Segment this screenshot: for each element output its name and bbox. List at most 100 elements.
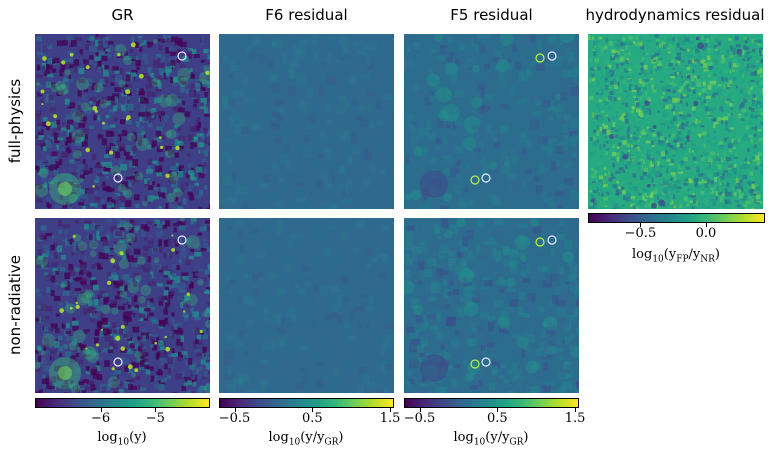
heatmap-cell bbox=[53, 252, 58, 259]
heatmap-blob bbox=[695, 36, 700, 41]
heatmap-cell bbox=[147, 300, 151, 308]
heatmap-blob bbox=[410, 189, 422, 201]
heatmap-cell bbox=[673, 183, 678, 188]
heatmap-cell bbox=[139, 364, 146, 370]
heatmap-cell bbox=[66, 119, 74, 125]
heatmap-cell bbox=[603, 139, 608, 143]
heatmap-cell bbox=[722, 173, 726, 177]
heatmap-cell bbox=[367, 91, 375, 97]
heatmap-cell bbox=[119, 68, 124, 75]
heatmap-cell bbox=[107, 271, 112, 278]
heatmap-cell bbox=[37, 347, 42, 352]
heatmap-cell bbox=[75, 155, 81, 162]
heatmap-cell bbox=[726, 182, 730, 187]
heatmap-cell bbox=[170, 318, 175, 324]
heatmap-cell bbox=[308, 366, 313, 374]
heatmap-cell bbox=[479, 253, 489, 262]
heatmap-cell bbox=[750, 85, 753, 91]
heatmap-cell bbox=[598, 179, 602, 184]
heatmap-cell bbox=[294, 234, 304, 244]
panel-hydro-full-physics bbox=[588, 34, 763, 209]
heatmap-cell bbox=[36, 166, 40, 173]
heatmap-cell bbox=[200, 59, 206, 64]
heatmap-cell bbox=[45, 276, 50, 280]
heatmap-cell bbox=[323, 244, 334, 252]
heatmap-cell bbox=[502, 245, 509, 253]
heatmap-cell bbox=[105, 130, 113, 137]
heatmap-cell bbox=[82, 205, 87, 209]
heatmap-cell bbox=[521, 148, 527, 156]
heatmap-cell bbox=[540, 172, 549, 182]
heatmap-cell bbox=[246, 45, 252, 53]
heatmap-cell bbox=[185, 73, 191, 79]
heatmap-cell bbox=[369, 194, 377, 200]
heatmap-cell bbox=[176, 327, 184, 335]
heatmap-cell bbox=[314, 227, 322, 235]
heatmap-cell bbox=[127, 330, 134, 338]
heatmap-cell bbox=[566, 41, 571, 49]
heatmap-cell bbox=[166, 37, 172, 43]
heatmap-cell bbox=[754, 188, 758, 192]
heatmap-cell bbox=[659, 142, 663, 147]
heatmap-cell bbox=[604, 201, 610, 204]
heatmap-cell bbox=[745, 206, 751, 209]
heatmap-cell bbox=[614, 59, 617, 63]
heatmap-cell bbox=[620, 62, 625, 66]
heatmap-cell bbox=[377, 116, 383, 123]
heatmap-cell bbox=[165, 203, 169, 209]
heatmap-cell bbox=[184, 111, 191, 117]
heatmap-cell bbox=[618, 136, 624, 140]
heatmap-blob bbox=[75, 77, 90, 91]
heatmap-cell bbox=[43, 261, 50, 268]
heatmap-cell bbox=[236, 54, 244, 64]
heatmap-cell bbox=[237, 228, 243, 238]
heatmap-cell bbox=[383, 388, 389, 393]
heatmap-cell bbox=[448, 152, 457, 163]
heatmap-image bbox=[219, 34, 394, 209]
heatmap-cell bbox=[295, 197, 302, 207]
heatmap-cell bbox=[98, 343, 104, 350]
heatmap-cell bbox=[145, 369, 151, 375]
heatmap-cell bbox=[336, 199, 344, 205]
heatmap-cell bbox=[164, 270, 171, 276]
heatmap-cell bbox=[732, 176, 738, 179]
heatmap-cell bbox=[107, 126, 111, 130]
heatmap-cell bbox=[384, 323, 394, 330]
heatmap-cell bbox=[63, 344, 68, 350]
heatmap-cell bbox=[655, 129, 660, 133]
heatmap-cell bbox=[645, 52, 649, 56]
heatmap-cell bbox=[382, 278, 392, 284]
heatmap-cell bbox=[146, 81, 153, 89]
heatmap-cell bbox=[119, 274, 125, 280]
heatmap-cell bbox=[570, 329, 577, 335]
heatmap-cell bbox=[135, 203, 140, 209]
heatmap-cell bbox=[303, 157, 313, 167]
heatmap-cell bbox=[284, 144, 290, 151]
heatmap-cell bbox=[133, 194, 140, 201]
heatmap-cell bbox=[414, 135, 421, 143]
heatmap-cell bbox=[727, 164, 733, 169]
heatmap-cell bbox=[171, 353, 178, 357]
heatmap-cell bbox=[38, 164, 46, 171]
heatmap-cell bbox=[68, 125, 74, 132]
heatmap-cell bbox=[558, 141, 568, 152]
heatmap-cell bbox=[760, 39, 763, 44]
heatmap-cell bbox=[736, 174, 742, 178]
heatmap-cell bbox=[135, 278, 139, 283]
heatmap-cell bbox=[95, 101, 100, 107]
heatmap-cell bbox=[190, 224, 196, 229]
heatmap-cell bbox=[100, 386, 107, 392]
heatmap-cell bbox=[42, 47, 49, 55]
heatmap-cell bbox=[132, 159, 139, 166]
heatmap-cell bbox=[108, 249, 116, 256]
heatmap-cell bbox=[154, 375, 159, 381]
heatmap-cell bbox=[118, 328, 126, 335]
heatmap-cell bbox=[154, 97, 160, 104]
heatmap-cell bbox=[65, 113, 73, 120]
heatmap-cell bbox=[310, 297, 316, 308]
heatmap-cell bbox=[751, 181, 756, 184]
heatmap-blob bbox=[72, 234, 76, 238]
heatmap-cell bbox=[205, 362, 210, 370]
heatmap-cell bbox=[206, 307, 210, 314]
heatmap-cell bbox=[378, 248, 385, 257]
